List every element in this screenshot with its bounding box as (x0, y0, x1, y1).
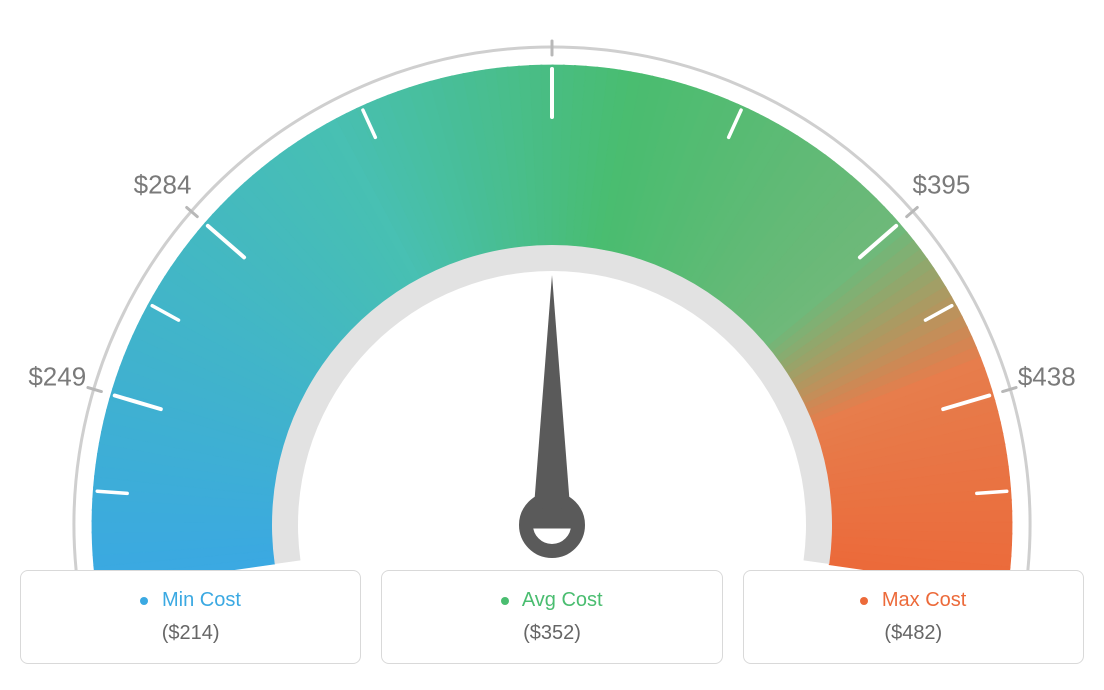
svg-text:$438: $438 (1018, 361, 1076, 391)
svg-text:$284: $284 (134, 169, 192, 199)
legend-title-max: Max Cost (754, 589, 1073, 612)
legend-label: Max Cost (882, 589, 966, 611)
legend-card-avg: Avg Cost ($352) (381, 570, 722, 664)
bullet-icon (501, 597, 509, 605)
legend-value-max: ($482) (754, 622, 1073, 645)
legend-title-avg: Avg Cost (392, 589, 711, 612)
legend-label: Min Cost (162, 589, 241, 611)
svg-text:$249: $249 (28, 361, 86, 391)
gauge-chart: $214$249$284$352$395$438$482 (20, 20, 1084, 570)
bullet-icon (860, 597, 868, 605)
legend-row: Min Cost ($214) Avg Cost ($352) Max Cost… (20, 570, 1084, 664)
legend-value-avg: ($352) (392, 622, 711, 645)
bullet-icon (140, 597, 148, 605)
svg-text:$395: $395 (913, 169, 971, 199)
legend-value-min: ($214) (31, 622, 350, 645)
legend-title-min: Min Cost (31, 589, 350, 612)
svg-text:$352: $352 (523, 20, 581, 22)
legend-label: Avg Cost (522, 589, 603, 611)
legend-card-min: Min Cost ($214) (20, 570, 361, 664)
legend-card-max: Max Cost ($482) (743, 570, 1084, 664)
